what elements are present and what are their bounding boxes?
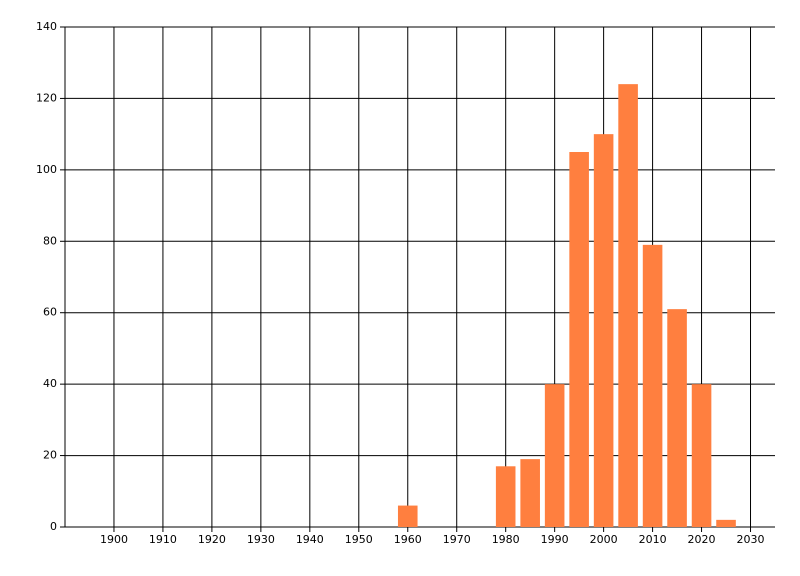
y-tick-label: 80	[43, 234, 57, 247]
x-tick-label: 1930	[247, 533, 275, 546]
bar	[520, 459, 540, 527]
bar	[397, 505, 418, 527]
y-tick-label: 0	[50, 520, 57, 533]
bar	[593, 134, 614, 527]
x-tick-label: 1920	[198, 533, 226, 546]
x-tick-label: 1960	[394, 533, 422, 546]
bar	[544, 384, 565, 527]
y-tick-label: 100	[36, 163, 57, 176]
x-tick-label: 2020	[688, 533, 716, 546]
bar	[618, 84, 638, 528]
x-tick-label: 2030	[737, 533, 765, 546]
y-tick-label: 120	[36, 91, 57, 104]
y-tick-label: 60	[43, 306, 57, 319]
bar	[642, 244, 663, 527]
x-tick-label: 2010	[639, 533, 667, 546]
x-tick-label: 1950	[345, 533, 373, 546]
x-tick-label: 1900	[100, 533, 128, 546]
x-tick-label: 2000	[590, 533, 618, 546]
x-tick-label: 1970	[443, 533, 471, 546]
x-tick-label: 1910	[149, 533, 177, 546]
x-tick-label: 1940	[296, 533, 324, 546]
bar	[716, 519, 736, 527]
y-tick-label: 140	[36, 20, 57, 33]
bar	[495, 466, 516, 527]
x-tick-label: 1980	[492, 533, 520, 546]
x-tick-label: 1990	[541, 533, 569, 546]
bar	[691, 384, 712, 527]
bar	[667, 309, 687, 527]
y-tick-label: 40	[43, 377, 57, 390]
bar	[569, 152, 589, 527]
y-tick-label: 20	[43, 449, 57, 462]
